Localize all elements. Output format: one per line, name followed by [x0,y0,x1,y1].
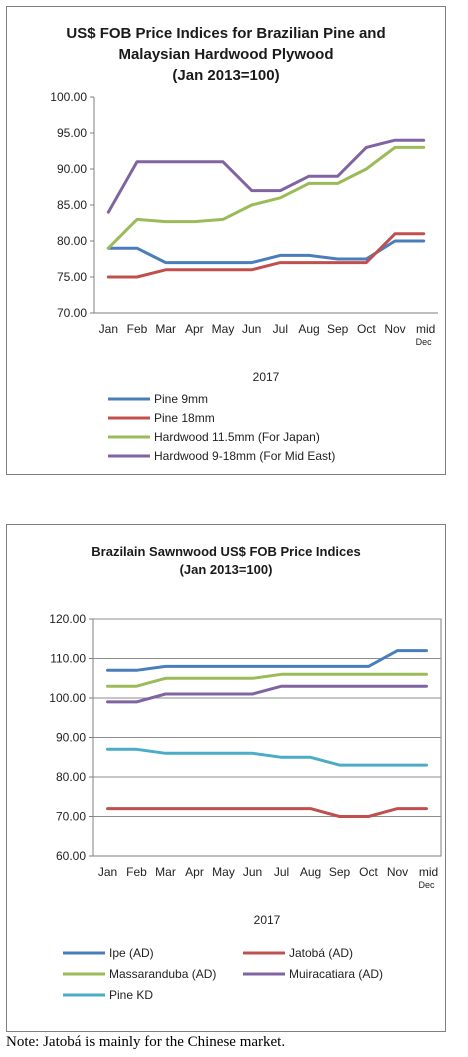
chart2-y-tick-label: 120.00 [49,612,86,626]
chart2-series-line-2 [106,807,428,818]
chart1-title-line3: (Jan 2013=100) [172,67,280,84]
chart1-legend-label-4: Hardwood 9-18mm (For Mid East) [154,449,335,463]
chart2-legend-label-1: Ipe (AD) [109,946,154,960]
chart2-panel: Brazilain Sawnwood US$ FOB Price Indices… [6,524,446,1032]
chart2-series-line-1 [106,649,428,672]
chart1-title-line1: US$ FOB Price Indices for Brazilian Pine… [66,25,386,42]
chart2-plot: 60.00 70.00 80.00 90.00 100.00 110.00 120.00 Ja… [49,612,442,1002]
chart2-x-tick-label: Apr [185,865,204,879]
chart1-x-tick-label: mid [416,322,435,336]
chart1-x-tick-label-sub: Dec [416,337,433,347]
chart2-x-tick-label: Sep [329,865,351,879]
chart2-y-tick-label: 110.00 [50,652,86,666]
chart2-series-line-4 [106,684,428,704]
chart1-y-tick-label: 90.00 [57,162,87,176]
chart2-y-tick-label: 70.00 [56,810,86,824]
chart2-title: Brazilain Sawnwood US$ FOB Price Indices… [7,543,445,579]
chart1-x-tick-label: May [212,322,235,336]
chart1-x-tick-label: Nov [384,322,405,336]
chart2-x-tick-label-sub: Dec [418,880,435,890]
chart1-x-tick-label: Aug [298,322,319,336]
chart1-y-tick-label: 70.00 [57,306,87,320]
chart1-series-line-3 [106,145,426,250]
chart2-y-tick-label: 100.00 [49,691,86,705]
chart2-x-tick-label: Mar [155,865,176,879]
chart1-y-tick-label: 100.00 [50,90,87,104]
chart2-title-line1: Brazilain Sawnwood US$ FOB Price Indices [91,544,361,559]
chart1-x-axis-label: 2017 [253,370,280,384]
chart2-x-tick-label: Oct [359,865,378,879]
footnote: Note: Jatobá is mainly for the Chinese m… [6,1034,286,1050]
chart1-x-tick-label: Oct [357,322,376,336]
chart2-legend-label-2: Jatobá (AD) [289,946,353,960]
chart1-legend-label-3: Hardwood 11.5mm (For Japan) [154,430,320,444]
chart1-y-tick-label: 80.00 [57,234,87,248]
chart1-x-tick-label: Feb [127,322,148,336]
chart1-panel: US$ FOB Price Indices for Brazilian Pine… [6,6,446,475]
chart1-legend-label-1: Pine 9mm [154,392,208,406]
chart2-y-tick-label: 60.00 [56,849,86,863]
chart2-y-tick-label: 80.00 [56,770,86,784]
chart1-legend-label-2: Pine 18mm [154,411,215,425]
chart2-x-tick-label: Jul [274,865,289,879]
chart1-y-tick-label: 85.00 [57,198,87,212]
chart1-title: US$ FOB Price Indices for Brazilian Pine… [7,23,445,86]
chart1-x-tick-label: Jan [99,322,118,336]
chart2-x-tick-label: Jun [243,865,262,879]
chart1-series-line-2 [106,232,426,279]
chart2-legend-label-3: Massaranduba (AD) [109,967,216,981]
chart1-x-tick-label: Mar [155,322,176,336]
chart2-legend-label-5: Pine KD [109,988,153,1002]
chart2-x-tick-label: Aug [300,865,321,879]
chart2-x-tick-label: Nov [387,865,408,879]
chart2-title-line2: (Jan 2013=100) [179,562,273,577]
chart1-y-tick-label: 75.00 [57,270,87,284]
chart1-series-line-4 [106,138,426,214]
chart1-x-tick-label: Jun [242,322,261,336]
chart1-y-tick-label: 95.00 [57,126,87,140]
chart2-x-tick-label: Jan [98,865,117,879]
chart2-x-axis-label: 2017 [254,913,281,927]
chart2-y-tick-label: 90.00 [56,731,86,745]
chart1-x-tick-label: Jul [273,322,288,336]
chart2-x-tick-label: mid [419,865,438,879]
chart1-x-tick-label: Sep [327,322,349,336]
chart1-title-line2: Malaysian Hardwood Plywood [118,46,334,63]
chart2-series-line-3 [106,672,428,688]
chart2-legend-label-4: Muiracatiara (AD) [289,967,383,981]
chart1-plot: 70.00 75.00 80.00 85.00 90.00 95.00 100.00 Jan F… [50,90,438,463]
chart2-x-tick-label: Feb [126,865,147,879]
chart1-x-tick-label: Apr [185,322,204,336]
chart2-x-tick-label: May [212,865,235,879]
chart2-series-line-5 [106,747,428,767]
